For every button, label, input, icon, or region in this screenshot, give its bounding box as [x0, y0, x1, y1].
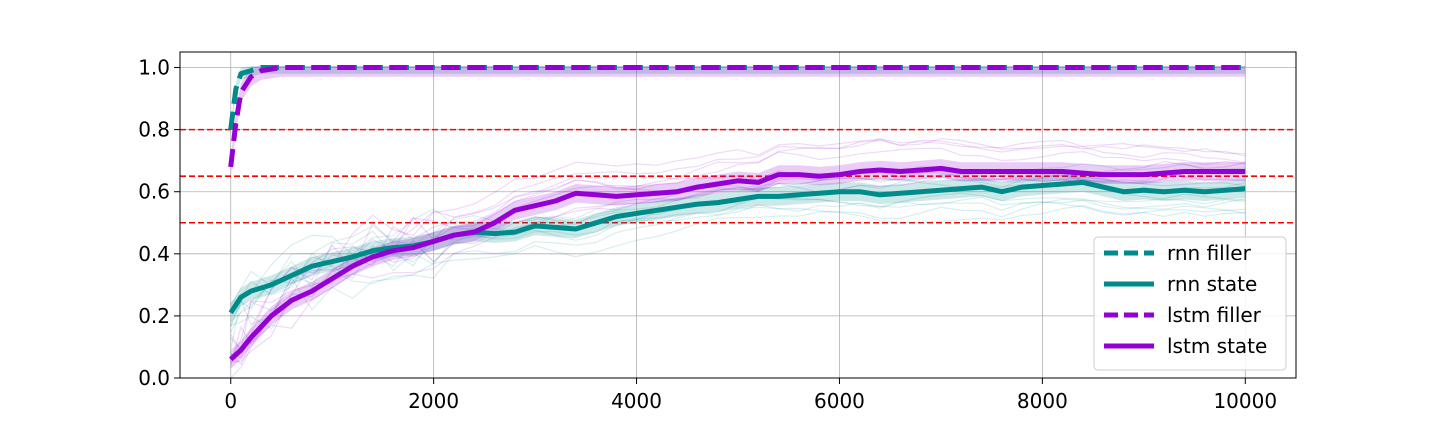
x-tick-label: 8000	[1017, 389, 1068, 413]
legend-label: lstm filler	[1167, 303, 1262, 327]
run-trace	[230, 176, 1246, 326]
legend-label: lstm state	[1167, 334, 1267, 358]
x-tick-label: 6000	[814, 389, 865, 413]
y-tick-label: 0.8	[138, 118, 170, 142]
run-trace	[230, 138, 1246, 351]
y-tick-label: 0.0	[138, 366, 170, 390]
confidence-band	[230, 159, 1246, 369]
y-tick-label: 1.0	[138, 56, 170, 80]
x-tick-label: 10000	[1213, 389, 1277, 413]
series-line-lstm-filler	[228, 65, 1246, 168]
run-trace	[230, 170, 1246, 366]
series-lines	[228, 65, 1246, 362]
run-trace	[230, 196, 1246, 328]
run-trace	[230, 139, 1246, 359]
run-trace	[230, 198, 1246, 350]
run-trace	[230, 169, 1246, 363]
legend-box	[1093, 236, 1287, 371]
y-tick-label: 0.4	[138, 242, 170, 266]
confidence-band	[230, 66, 1246, 136]
x-tick-label: 4000	[611, 389, 662, 413]
legend: rnn filler rnn state lstm filler lstm state	[1093, 236, 1287, 371]
axis-ticks: 0 2000 4000 6000 8000 10000 0.0 0.2 0.4 0.6 0.8 1.0	[138, 56, 1277, 413]
series-line-lstm-state	[229, 165, 1246, 362]
x-tick-label: 0	[224, 389, 237, 413]
legend-label: rnn filler	[1167, 241, 1252, 265]
legend-label: rnn state	[1167, 272, 1257, 296]
run-trace	[230, 163, 1246, 330]
run-trace	[230, 204, 1246, 333]
series-line-rnn-state	[228, 179, 1246, 315]
y-tick-label: 0.6	[138, 180, 170, 204]
y-tick-label: 0.2	[138, 304, 170, 328]
x-tick-label: 2000	[408, 389, 459, 413]
plot-frame	[179, 51, 1297, 379]
run-trace	[230, 138, 1246, 366]
run-trace	[230, 147, 1246, 379]
